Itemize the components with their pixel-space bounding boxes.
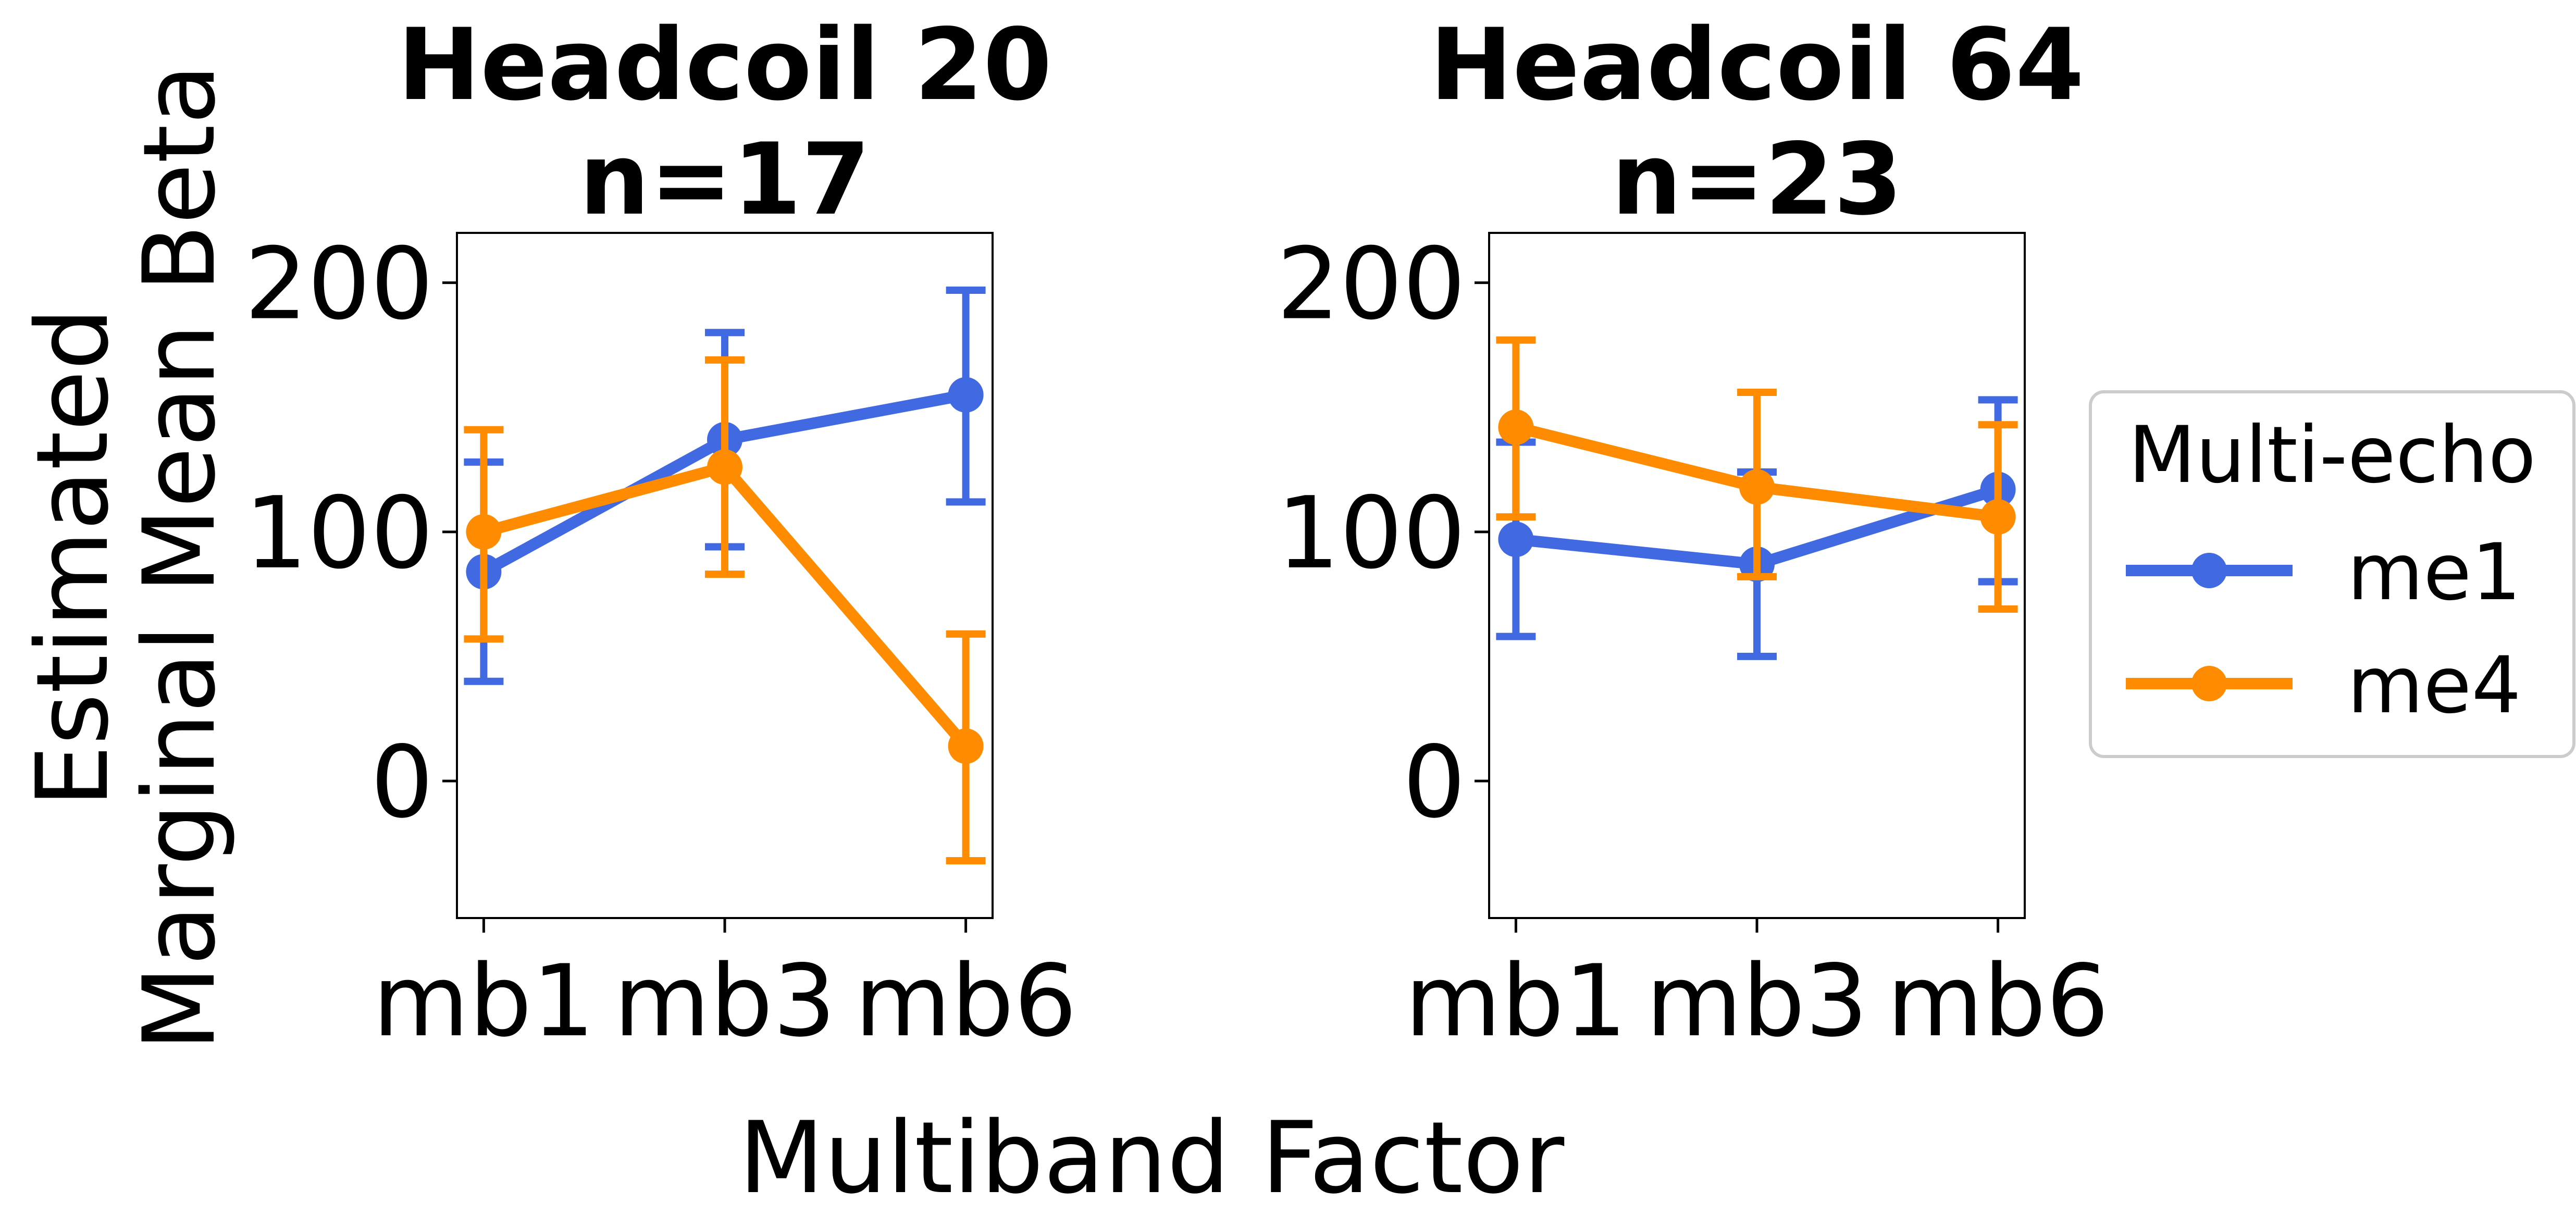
legend-entry-me1: me1 xyxy=(2126,527,2521,618)
y-axis-label-line-1: Estimated xyxy=(15,307,130,808)
point-me4-mb6 xyxy=(948,728,984,764)
point-me4-mb3 xyxy=(1739,469,1775,505)
point-me4-mb1 xyxy=(466,514,502,550)
series-me4 xyxy=(464,356,986,865)
x-tick-label: mb6 xyxy=(1887,944,2109,1059)
legend: Multi-echo me1 me4 xyxy=(2089,390,2575,758)
legend-label-me4: me4 xyxy=(2347,640,2521,731)
panel-title-line-2: n=17 xyxy=(579,122,871,237)
y-tick-label: 0 xyxy=(370,725,434,840)
x-tick-label: mb1 xyxy=(1405,944,1627,1059)
panel-2: Headcoil 64n=23 0 100 200 mb1 mb3 mb6 xyxy=(1277,7,2109,1059)
panel-title-line-1: Headcoil 64 xyxy=(1430,7,2084,122)
legend-marker-me1 xyxy=(2191,553,2227,588)
panel-title-line-2: n=23 xyxy=(1612,122,1903,237)
point-me1-mb6 xyxy=(948,377,984,413)
x-tick-label: mb1 xyxy=(373,944,595,1059)
legend-frame xyxy=(2089,390,2575,758)
y-tick-label: 0 xyxy=(1403,725,1466,840)
point-me4-mb6 xyxy=(1980,499,2016,535)
y-tick-label: 100 xyxy=(1277,476,1466,591)
x-tick-label: mb3 xyxy=(1646,944,1868,1059)
legend-marker-me4 xyxy=(2191,666,2227,701)
y-axis-label: Estimated Marginal Mean Beta xyxy=(15,64,237,1051)
point-me4-mb3 xyxy=(707,449,742,485)
panel-1: Headcoil 20n=17 0 100 200 mb1 mb3 mb6 xyxy=(244,7,1077,1059)
point-me4-mb1 xyxy=(1498,409,1534,445)
point-me1-mb1 xyxy=(1498,522,1534,557)
series-me4 xyxy=(1496,336,2018,613)
y-tick-label: 100 xyxy=(244,476,434,591)
panel-title-line-1: Headcoil 20 xyxy=(398,7,1052,122)
x-axis-label: Multiband Factor xyxy=(739,1100,1565,1216)
legend-title: Multi-echo xyxy=(2128,410,2536,501)
legend-entry-me4: me4 xyxy=(2126,640,2521,731)
y-tick-label: 200 xyxy=(1277,227,1466,342)
y-axis-label-line-2: Marginal Mean Beta xyxy=(122,64,237,1051)
legend-label-me1: me1 xyxy=(2347,527,2521,618)
y-tick-label: 200 xyxy=(244,227,434,342)
x-tick-label: mb6 xyxy=(854,944,1077,1059)
x-tick-label: mb3 xyxy=(614,944,836,1059)
